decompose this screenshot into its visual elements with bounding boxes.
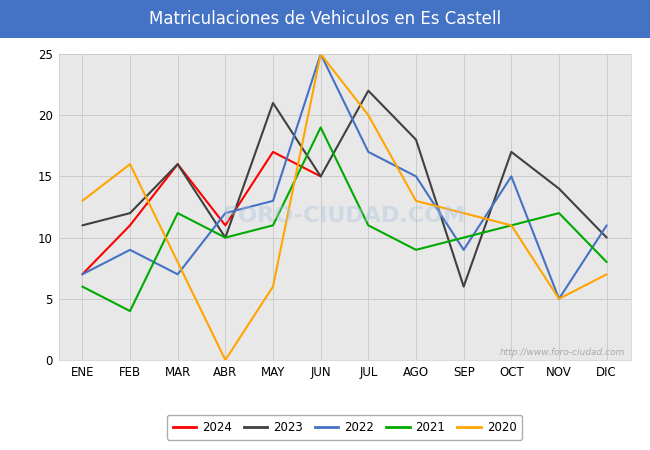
Legend: 2024, 2023, 2022, 2021, 2020: 2024, 2023, 2022, 2021, 2020: [166, 415, 523, 440]
Text: Matriculaciones de Vehiculos en Es Castell: Matriculaciones de Vehiculos en Es Caste…: [149, 10, 501, 28]
Text: http://www.foro-ciudad.com: http://www.foro-ciudad.com: [499, 348, 625, 357]
Text: FORO-CIUDAD.COM: FORO-CIUDAD.COM: [224, 206, 465, 226]
